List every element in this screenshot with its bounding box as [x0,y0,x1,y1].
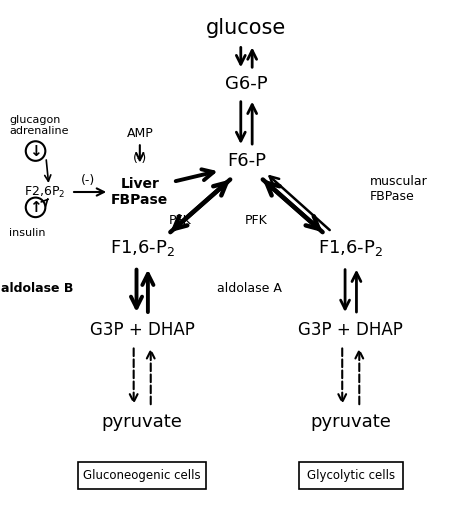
Text: F1,6-P$_2$: F1,6-P$_2$ [109,238,175,259]
Text: (-): (-) [133,152,147,165]
Text: glucose: glucose [206,18,287,38]
Text: aldolase B: aldolase B [1,282,73,295]
Text: Glycolytic cells: Glycolytic cells [307,468,395,482]
Text: (-): (-) [81,174,95,187]
Text: G6-P: G6-P [225,75,268,94]
Text: muscular
FBPase: muscular FBPase [370,176,428,203]
Text: F1,6-P$_2$: F1,6-P$_2$ [318,238,383,259]
FancyBboxPatch shape [78,462,206,489]
Text: pyruvate: pyruvate [310,413,391,432]
Text: glucagon
adrenaline: glucagon adrenaline [9,115,69,136]
Text: Gluconeogenic cells: Gluconeogenic cells [83,468,201,482]
Text: G3P + DHAP: G3P + DHAP [90,321,195,339]
Text: F6-P: F6-P [227,152,266,170]
Text: F2,6P$_2$: F2,6P$_2$ [24,184,66,200]
Text: ↑: ↑ [29,200,42,215]
Text: PFK: PFK [168,214,191,227]
FancyBboxPatch shape [299,462,403,489]
Text: G3P + DHAP: G3P + DHAP [298,321,403,339]
Text: AMP: AMP [127,126,153,140]
Text: insulin: insulin [9,228,46,238]
Text: Liver
FBPase: Liver FBPase [111,177,168,207]
Text: PFK: PFK [245,214,268,227]
Text: ↓: ↓ [29,143,42,159]
Text: pyruvate: pyruvate [102,413,182,432]
Text: aldolase A: aldolase A [217,282,282,295]
